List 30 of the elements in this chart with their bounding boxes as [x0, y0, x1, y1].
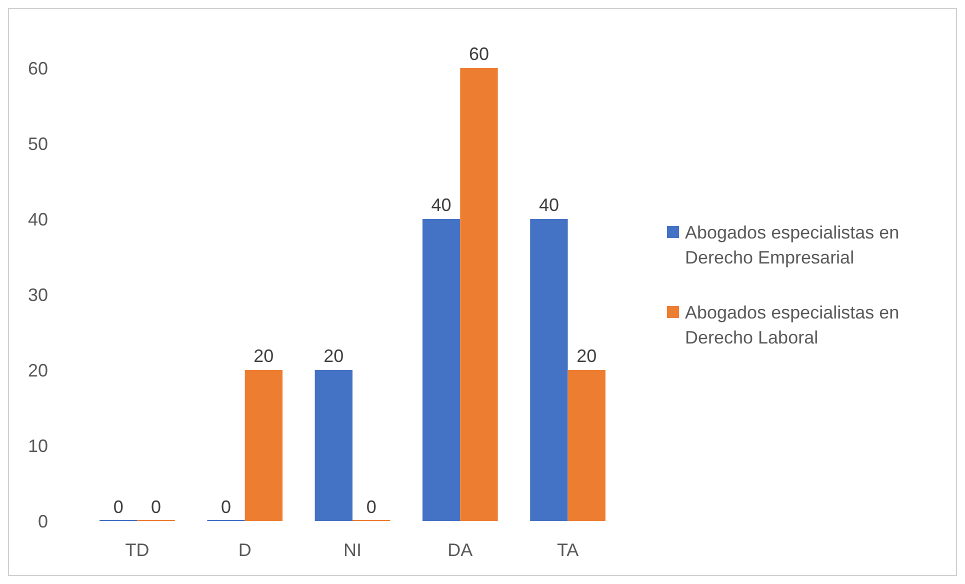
bar	[244, 370, 283, 521]
data-label: 20	[254, 346, 274, 366]
data-label: 0	[113, 497, 124, 517]
y-tick-label: 30	[28, 284, 48, 305]
x-tick-label: DA	[448, 540, 473, 560]
y-tick-label: 40	[28, 209, 48, 230]
y-tick-label: 60	[28, 58, 48, 78]
y-tick-label: 20	[28, 360, 48, 380]
x-tick-label: TD	[125, 540, 150, 560]
bar	[530, 219, 568, 521]
data-label: 40	[431, 195, 452, 215]
data-label: 0	[221, 497, 232, 517]
y-tick-label: 10	[28, 436, 48, 456]
y-tick-label: 0	[38, 511, 48, 532]
data-label: 20	[324, 346, 344, 366]
data-label: 20	[576, 346, 597, 366]
bar	[422, 219, 460, 521]
legend-label: Abogados especialistas en Derecho Laboral	[685, 302, 900, 348]
legend-label: Abogados especialistas en Derecho Empresarial	[685, 222, 900, 268]
data-label: 0	[151, 497, 162, 517]
bar	[314, 370, 352, 521]
data-label: 40	[538, 195, 559, 215]
x-tick-label: NI	[344, 540, 362, 560]
data-label: 60	[468, 44, 489, 64]
bar	[568, 370, 606, 521]
bar	[460, 68, 498, 521]
x-tick-label: TA	[556, 540, 579, 560]
x-tick-label: D	[238, 540, 252, 560]
data-label: 0	[366, 497, 376, 517]
y-tick-label: 50	[28, 134, 48, 154]
